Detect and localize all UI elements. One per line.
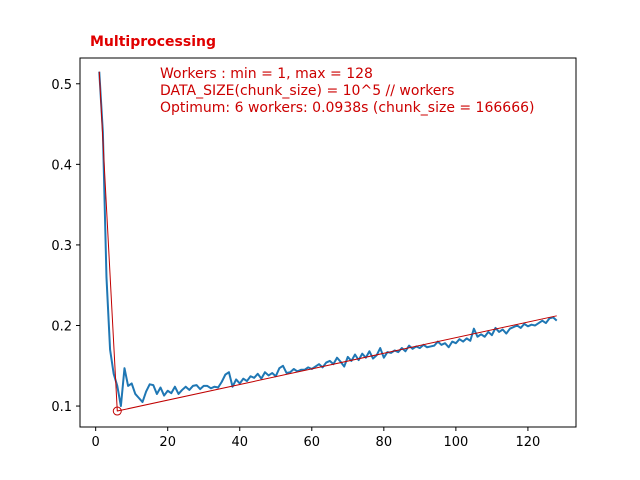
- annotation-line-1: Workers : min = 1, max = 128: [160, 66, 373, 82]
- annotation-line-2: DATA_SIZE(chunk_size) = 10^5 // workers: [160, 83, 454, 99]
- chart-title: Multiprocessing: [90, 34, 216, 50]
- x-tick-label: 0: [92, 435, 100, 450]
- series-line-fit: [98, 71, 557, 412]
- x-tick-label: 80: [376, 435, 393, 450]
- x-tick-label: 40: [231, 435, 248, 450]
- optimum-marker: [112, 406, 122, 416]
- y-tick-label: 0.1: [51, 400, 72, 415]
- axes-frame: [79, 57, 577, 428]
- x-tick-label: 120: [515, 435, 540, 450]
- x-tick-label: 20: [159, 435, 176, 450]
- plot-area: 0 20 40 60 80 100 120 0.1 0.2 0.3 0.4 0.5: [51, 57, 577, 450]
- annotation-line-3: Optimum: 6 workers: 0.0938s (chunk_size …: [160, 100, 534, 116]
- y-tick-label: 0.3: [51, 239, 72, 254]
- y-tick-label: 0.5: [51, 78, 72, 93]
- y-tick-label: 0.4: [51, 158, 72, 173]
- y-tick-label: 0.2: [51, 319, 72, 334]
- x-tick-label: 100: [443, 435, 468, 450]
- annotation-block: Workers : min = 1, max = 128 DATA_SIZE(c…: [160, 66, 534, 116]
- x-tick-label: 60: [304, 435, 321, 450]
- series-line-timing: [98, 71, 558, 408]
